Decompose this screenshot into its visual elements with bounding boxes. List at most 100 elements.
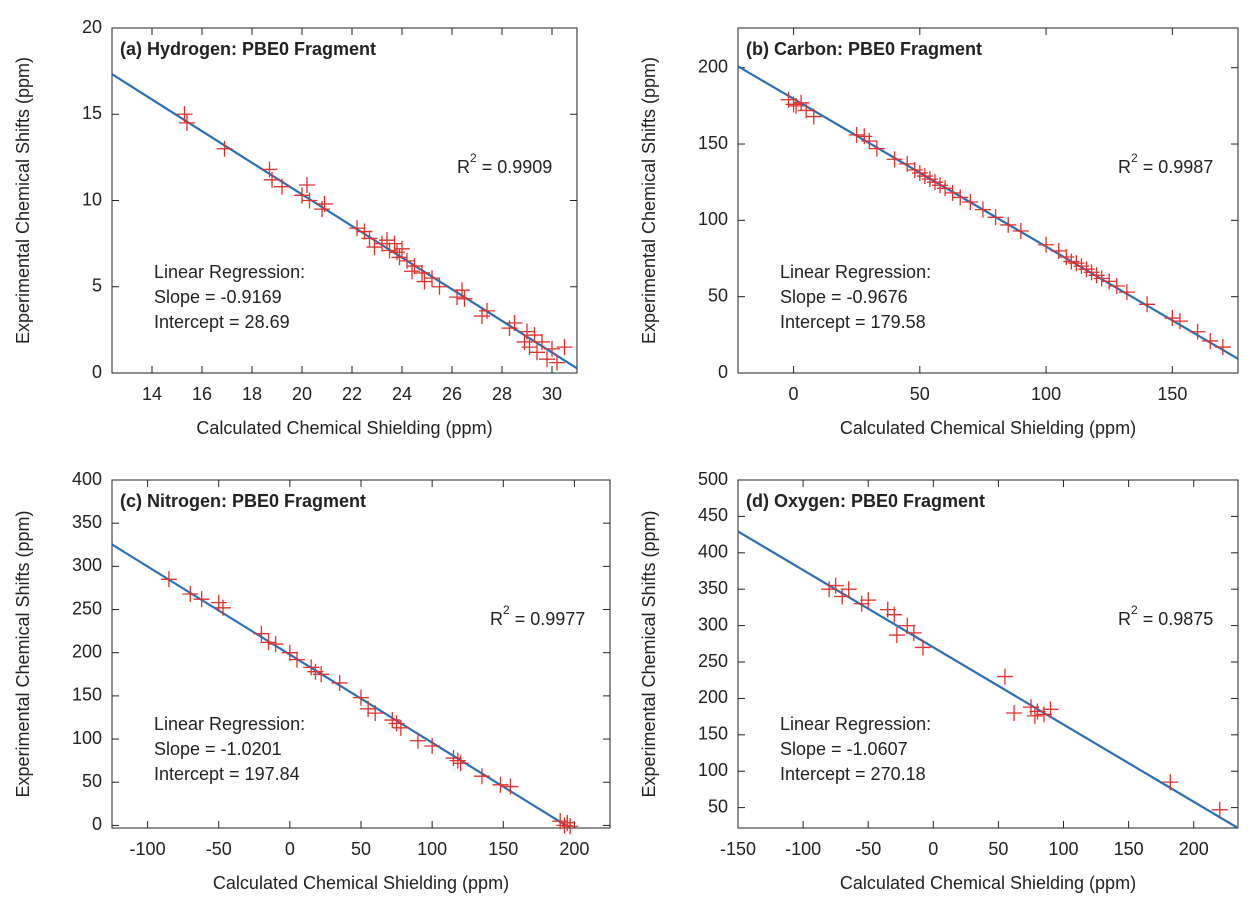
x-tick-label: 100 [1031, 384, 1061, 404]
data-point [267, 636, 284, 653]
data-point [216, 140, 233, 157]
data-point [905, 624, 922, 641]
data-point [299, 176, 315, 193]
x-tick-label: 150 [1114, 839, 1144, 859]
data-point [1189, 323, 1206, 340]
x-tick-label: 30 [542, 384, 562, 404]
y-tick-label: 150 [698, 724, 728, 744]
data-point [996, 668, 1013, 685]
y-tick-label: 100 [72, 728, 102, 748]
data-point [179, 114, 195, 131]
data-point [1202, 332, 1219, 349]
data-point [1171, 313, 1188, 330]
r-squared-value: = 0.9987 [1143, 157, 1214, 177]
r-squared-sup: 2 [1131, 603, 1138, 617]
x-axis-label: Calculated Chemical Shielding (ppm) [196, 418, 492, 438]
y-tick-label: 400 [72, 469, 102, 489]
data-point [1012, 223, 1029, 240]
data-point [454, 282, 470, 299]
x-tick-label: 20 [292, 384, 312, 404]
data-point [1026, 707, 1043, 724]
data-point [303, 659, 320, 676]
data-point [899, 617, 916, 634]
data-point [214, 599, 231, 616]
x-tick-label: 50 [988, 839, 1008, 859]
r-squared-base: R [1118, 157, 1131, 177]
data-point [1050, 242, 1067, 259]
plot-frame [737, 27, 1239, 374]
data-point [544, 340, 560, 357]
y-tick-label: 300 [72, 555, 102, 575]
r-squared-sup: 2 [503, 603, 510, 617]
data-point [366, 239, 383, 256]
data-point [559, 814, 576, 831]
data-point [974, 201, 991, 218]
data-point [301, 192, 318, 209]
data-point [479, 302, 495, 319]
data-point [519, 323, 535, 340]
data-point [1139, 296, 1156, 313]
panel-title: (d) Oxygen: PBE0 Fragment [746, 491, 985, 511]
y-tick-label: 150 [698, 133, 728, 153]
data-point [349, 220, 365, 237]
x-axis-label: Calculated Chemical Shielding (ppm) [213, 873, 509, 893]
data-point [1211, 801, 1228, 818]
y-tick-label: 300 [698, 614, 728, 634]
data-point [253, 625, 270, 642]
y-axis-label: Experimental Chemical Shifts (ppm) [13, 510, 33, 797]
data-point [360, 700, 377, 717]
regression-text: Linear Regression: [780, 262, 931, 282]
data-point [176, 106, 193, 123]
data-point [274, 178, 290, 195]
x-tick-label: 50 [910, 384, 930, 404]
data-point [260, 634, 277, 651]
y-tick-label: 200 [698, 56, 728, 76]
y-tick-label: 350 [72, 512, 102, 532]
data-point [888, 627, 905, 644]
r-squared: R2 = 0.9909 [457, 151, 552, 177]
y-axis-label: Experimental Chemical Shifts (ppm) [639, 57, 659, 344]
data-point [937, 180, 954, 197]
data-point [1000, 216, 1017, 233]
data-point [848, 126, 865, 143]
y-tick-label: 0 [718, 362, 728, 382]
data-point [860, 592, 877, 609]
data-point [449, 752, 466, 769]
regression-text: Intercept = 28.69 [154, 312, 290, 332]
x-tick-label: -100 [130, 839, 166, 859]
data-point [987, 209, 1004, 226]
data-point [556, 339, 573, 356]
x-tick-label: 14 [142, 384, 162, 404]
data-point [827, 577, 844, 594]
regression-text: Linear Regression: [154, 262, 305, 282]
data-point [834, 588, 851, 605]
y-tick-label: 400 [698, 542, 728, 562]
x-tick-label: -150 [720, 839, 756, 859]
data-point [549, 354, 565, 371]
data-point [552, 813, 569, 830]
data-point [506, 314, 523, 331]
r-squared: R2 = 0.9977 [490, 603, 585, 629]
r-squared-value: = 0.9977 [515, 609, 586, 629]
data-point [406, 258, 423, 275]
y-tick-label: 450 [698, 505, 728, 525]
x-tick-label: 22 [342, 384, 362, 404]
data-point [331, 674, 348, 691]
y-tick-label: 20 [82, 17, 102, 37]
x-tick-label: 24 [392, 384, 412, 404]
data-point [314, 201, 330, 218]
x-axis-label: Calculated Chemical Shielding (ppm) [840, 418, 1136, 438]
data-point [452, 755, 469, 772]
y-axis-label: Experimental Chemical Shifts (ppm) [13, 57, 33, 344]
data-point [473, 768, 490, 785]
data-point [861, 132, 878, 149]
data-point [353, 689, 369, 706]
data-point [853, 595, 870, 612]
y-tick-label: 250 [698, 651, 728, 671]
x-tick-label: 16 [192, 384, 212, 404]
x-tick-label: 150 [488, 839, 518, 859]
regression-text: Linear Regression: [780, 714, 931, 734]
x-tick-label: 0 [789, 384, 799, 404]
regression-text: Slope = -0.9169 [154, 287, 282, 307]
